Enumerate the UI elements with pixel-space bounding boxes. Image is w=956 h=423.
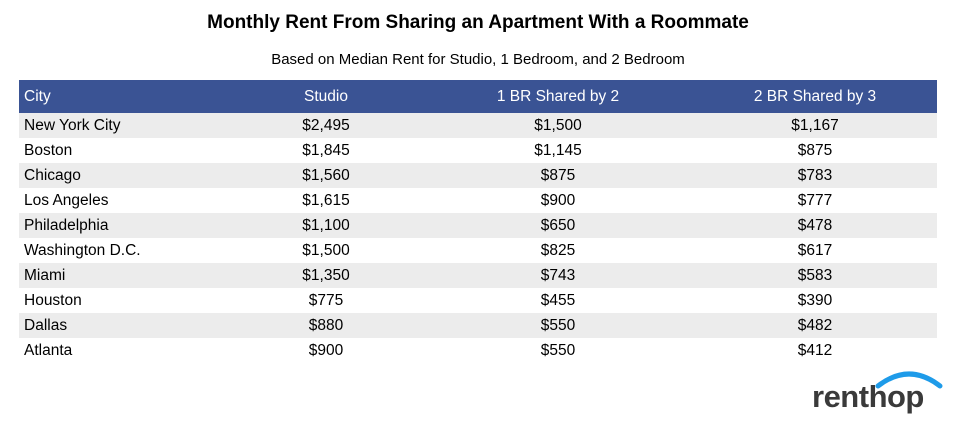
cell-city: Atlanta	[19, 338, 229, 363]
table-row: Miami $1,350 $743 $583	[19, 263, 937, 288]
cell-1br-shared: $650	[423, 213, 693, 238]
header-city: City	[19, 80, 229, 113]
cell-2br-shared: $478	[693, 213, 937, 238]
table-row: New York City $2,495 $1,500 $1,167	[19, 113, 937, 138]
cell-1br-shared: $1,145	[423, 138, 693, 163]
cell-2br-shared: $777	[693, 188, 937, 213]
header-2br: 2 BR Shared by 3	[693, 80, 937, 113]
cell-city: Los Angeles	[19, 188, 229, 213]
cell-studio: $2,495	[229, 113, 423, 138]
table-row: Philadelphia $1,100 $650 $478	[19, 213, 937, 238]
table-body: New York City $2,495 $1,500 $1,167 Boston $1,…	[19, 113, 937, 363]
table-row: Boston $1,845 $1,145 $875	[19, 138, 937, 163]
header-studio: Studio	[229, 80, 423, 113]
cell-studio: $775	[229, 288, 423, 313]
cell-2br-shared: $1,167	[693, 113, 937, 138]
table-row: Atlanta $900 $550 $412	[19, 338, 937, 363]
header-1br: 1 BR Shared by 2	[423, 80, 693, 113]
logo-arc-icon	[875, 371, 943, 389]
cell-2br-shared: $412	[693, 338, 937, 363]
cell-studio: $900	[229, 338, 423, 363]
cell-1br-shared: $900	[423, 188, 693, 213]
table-header-row: City Studio 1 BR Shared by 2 2 BR Shared…	[19, 80, 937, 113]
cell-city: New York City	[19, 113, 229, 138]
cell-studio: $1,350	[229, 263, 423, 288]
cell-1br-shared: $825	[423, 238, 693, 263]
table-row: Dallas $880 $550 $482	[19, 313, 937, 338]
chart-subtitle: Based on Median Rent for Studio, 1 Bedro…	[271, 51, 685, 68]
cell-city: Chicago	[19, 163, 229, 188]
cell-2br-shared: $617	[693, 238, 937, 263]
cell-studio: $1,560	[229, 163, 423, 188]
cell-city: Boston	[19, 138, 229, 163]
cell-1br-shared: $550	[423, 338, 693, 363]
cell-city: Miami	[19, 263, 229, 288]
cell-studio: $880	[229, 313, 423, 338]
table-row: Washington D.C. $1,500 $825 $617	[19, 238, 937, 263]
cell-city: Houston	[19, 288, 229, 313]
table-row: Chicago $1,560 $875 $783	[19, 163, 937, 188]
cell-2br-shared: $875	[693, 138, 937, 163]
cell-studio: $1,500	[229, 238, 423, 263]
cell-2br-shared: $482	[693, 313, 937, 338]
cell-city: Washington D.C.	[19, 238, 229, 263]
cell-1br-shared: $550	[423, 313, 693, 338]
renthop-logo: renthop	[812, 371, 943, 414]
cell-1br-shared: $875	[423, 163, 693, 188]
cell-studio: $1,615	[229, 188, 423, 213]
cell-2br-shared: $390	[693, 288, 937, 313]
cell-2br-shared: $583	[693, 263, 937, 288]
cell-2br-shared: $783	[693, 163, 937, 188]
cell-1br-shared: $1,500	[423, 113, 693, 138]
rent-table: City Studio 1 BR Shared by 2 2 BR Shared…	[19, 80, 937, 363]
table-row: Houston $775 $455 $390	[19, 288, 937, 313]
cell-1br-shared: $743	[423, 263, 693, 288]
cell-city: Philadelphia	[19, 213, 229, 238]
chart-title: Monthly Rent From Sharing an Apartment W…	[207, 12, 749, 33]
cell-city: Dallas	[19, 313, 229, 338]
cell-studio: $1,845	[229, 138, 423, 163]
logo-text: renthop	[812, 379, 924, 414]
cell-studio: $1,100	[229, 213, 423, 238]
table-row: Los Angeles $1,615 $900 $777	[19, 188, 937, 213]
cell-1br-shared: $455	[423, 288, 693, 313]
